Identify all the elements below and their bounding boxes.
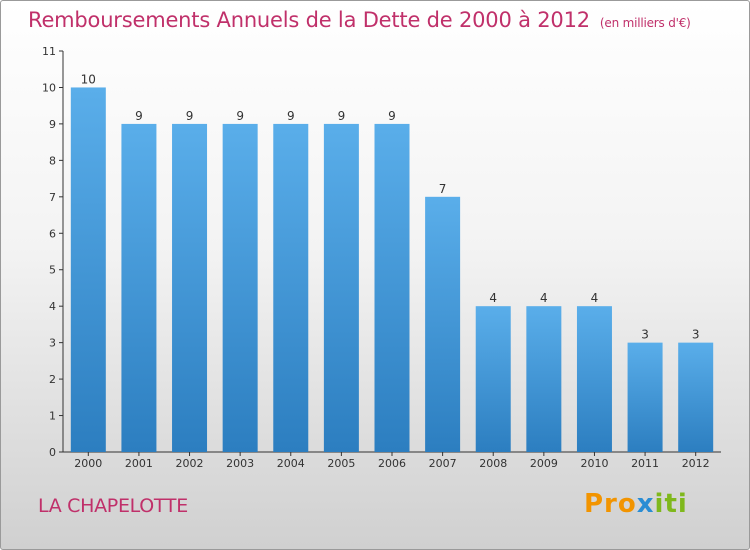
bar xyxy=(70,87,106,453)
x-tick-label: 2006 xyxy=(378,457,406,470)
y-tick-label: 7 xyxy=(49,191,56,204)
logo-part-1: Pro xyxy=(584,489,637,519)
y-tick-label: 0 xyxy=(49,446,56,459)
y-tick-label: 3 xyxy=(49,337,56,350)
bars xyxy=(70,87,714,453)
bar xyxy=(222,123,258,452)
x-tick-label: 2007 xyxy=(429,457,457,470)
x-tick-label: 2003 xyxy=(226,457,254,470)
bar xyxy=(576,306,612,452)
commune-name: LA CHAPELOTTE xyxy=(38,495,188,517)
bar xyxy=(678,342,714,452)
x-tick-label: 2002 xyxy=(176,457,204,470)
y-tick-label: 1 xyxy=(49,410,56,423)
x-tick-label: 2008 xyxy=(479,457,507,470)
chart-title: Remboursements Annuels de la Dette de 20… xyxy=(28,8,691,32)
x-tick-label: 2009 xyxy=(530,457,558,470)
x-ticks: 2000 2001 2002 2003 2004 2005 2006 2007 2008 2009… xyxy=(74,452,710,470)
y-ticks: 0 1 2 3 4 5 6 7 8 9 10 11 xyxy=(42,45,63,459)
bar xyxy=(627,342,663,452)
bar-value-label: 9 xyxy=(186,109,194,123)
chart-title-main: Remboursements Annuels de la Dette de 20… xyxy=(28,8,590,32)
bar xyxy=(323,123,359,452)
bar xyxy=(425,196,461,452)
y-tick-label: 10 xyxy=(42,81,56,94)
bar xyxy=(526,306,562,452)
chart-title-unit: (en milliers d'€) xyxy=(599,16,691,30)
bar-value-label: 3 xyxy=(641,328,649,342)
x-tick-label: 2011 xyxy=(631,457,659,470)
bar-value-label: 9 xyxy=(388,109,396,123)
bar xyxy=(172,123,208,452)
bar-value-label: 9 xyxy=(236,109,244,123)
bar xyxy=(121,123,157,452)
bar-value-label: 4 xyxy=(591,291,599,305)
bar xyxy=(374,123,410,452)
bar-value-label: 4 xyxy=(540,291,548,305)
logo-part-2: x xyxy=(636,489,655,519)
bar xyxy=(475,306,511,452)
x-tick-label: 2001 xyxy=(125,457,153,470)
logo-part-3: iti xyxy=(654,489,688,519)
y-tick-label: 4 xyxy=(49,300,56,313)
x-tick-label: 2000 xyxy=(74,457,102,470)
y-tick-label: 6 xyxy=(49,227,56,240)
y-tick-label: 8 xyxy=(49,154,56,167)
y-tick-label: 2 xyxy=(49,373,56,386)
x-tick-label: 2004 xyxy=(277,457,305,470)
x-tick-label: 2010 xyxy=(580,457,608,470)
bar-value-label: 3 xyxy=(692,328,700,342)
y-tick-label: 5 xyxy=(49,264,56,277)
y-tick-label: 9 xyxy=(49,118,56,131)
bar-value-label: 4 xyxy=(489,291,497,305)
bar-value-label: 7 xyxy=(439,182,447,196)
bar-value-label: 9 xyxy=(338,109,346,123)
bar-value-label: 9 xyxy=(287,109,295,123)
proxiti-logo[interactable]: Proxiti xyxy=(584,489,688,519)
x-tick-label: 2005 xyxy=(327,457,355,470)
x-tick-label: 2012 xyxy=(682,457,710,470)
y-tick-label: 11 xyxy=(42,45,56,58)
bar-labels: 10 9 9 9 9 9 9 7 4 4 4 3 3 xyxy=(81,72,700,341)
bar-value-label: 9 xyxy=(135,109,143,123)
bar-value-label: 10 xyxy=(81,72,96,86)
bar xyxy=(273,123,309,452)
